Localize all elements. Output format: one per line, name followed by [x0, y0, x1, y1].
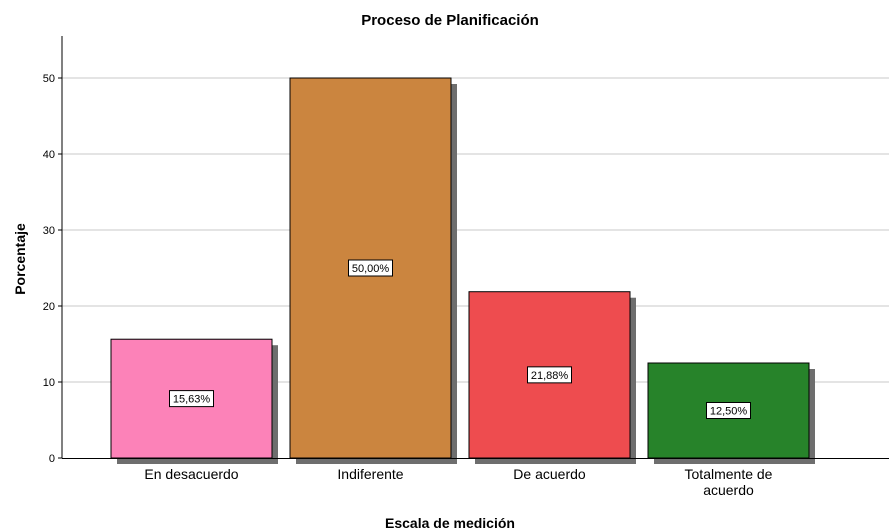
- y-tick-label: 0: [49, 453, 55, 465]
- data-label: 15,63%: [173, 394, 211, 406]
- data-label-box: [348, 259, 393, 277]
- x-tick-label: Totalmente de: [685, 466, 773, 482]
- x-axis: En desacuerdo Indiferente De acuerdo Totalm…: [62, 458, 889, 498]
- y-tick-label: 40: [43, 149, 55, 161]
- data-label: 12,50%: [710, 406, 748, 418]
- x-axis-title: Escala de medición: [385, 515, 515, 531]
- data-label-box: [527, 366, 572, 384]
- y-tick-label: 10: [43, 377, 55, 389]
- chart-title: Proceso de Planificación: [361, 12, 539, 29]
- x-tick-label: acuerdo: [703, 482, 754, 498]
- data-label-box: [169, 390, 214, 408]
- x-tick-label: En desacuerdo: [144, 466, 238, 482]
- data-label-box: [706, 402, 751, 419]
- y-tick-label: 30: [43, 225, 55, 237]
- y-axis: 0 10 20 30 40 50: [43, 36, 63, 465]
- y-axis-title: Porcentaje: [12, 223, 28, 295]
- x-tick-label: De acuerdo: [513, 466, 586, 482]
- y-tick-label: 50: [43, 73, 55, 85]
- x-tick-label: Indiferente: [337, 466, 403, 482]
- data-label: 50,00%: [352, 263, 390, 275]
- bars: 15,63% 50,00% 21,88% 12,50%: [110, 77, 815, 464]
- y-tick-label: 20: [43, 301, 55, 313]
- data-label: 21,88%: [531, 370, 569, 382]
